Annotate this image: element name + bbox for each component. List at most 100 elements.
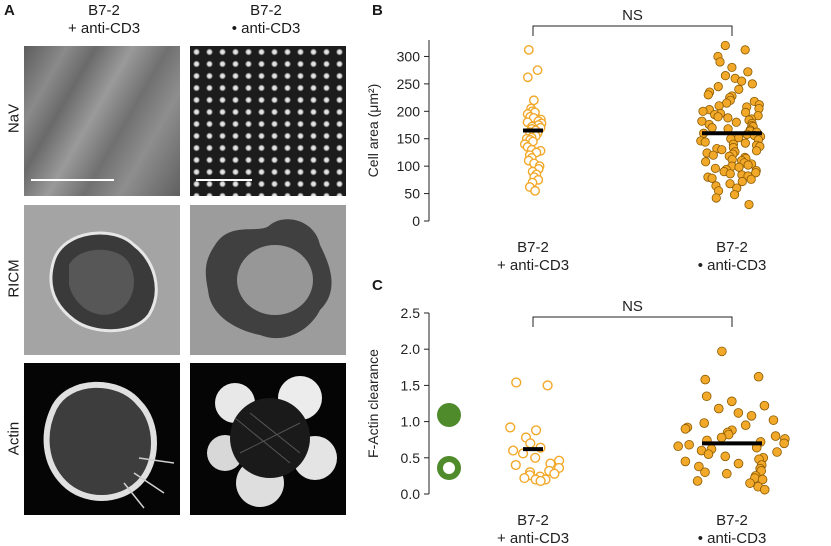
significance-label: NS xyxy=(622,298,643,315)
y-axis-label: F-Actin clearance xyxy=(365,349,381,458)
data-point xyxy=(740,138,750,148)
row-label-actin: Actin xyxy=(5,421,23,456)
y-tick-label: 150 xyxy=(397,131,421,147)
nav-micrograph-ab-plus xyxy=(24,46,180,196)
scale-bar xyxy=(196,179,252,181)
data-point xyxy=(684,439,694,450)
data-point xyxy=(737,76,747,86)
filled-marker-legend-icon xyxy=(437,403,461,427)
data-point xyxy=(680,424,691,434)
panel-a-letter: A xyxy=(4,2,15,19)
data-point xyxy=(700,374,711,385)
data-point xyxy=(720,451,731,462)
data-point xyxy=(713,82,723,92)
x-category-label: + anti-CD3 xyxy=(497,530,569,546)
data-point xyxy=(757,474,768,485)
data-point xyxy=(753,371,764,382)
data-point xyxy=(692,476,703,486)
column-header-line: • anti-CD3 xyxy=(231,20,301,37)
column-header-line: + anti-CD3 xyxy=(67,20,141,37)
y-tick-label: 0 xyxy=(412,213,420,229)
chart-c: 0.0 0.5 1.0 1.5 2.0 2.5 F-Actin clearance NS B7-… xyxy=(365,298,790,546)
data-point xyxy=(713,112,723,122)
significance-bracket xyxy=(532,25,733,36)
data-point xyxy=(737,176,747,187)
data-point xyxy=(720,40,730,51)
significance-label: NS xyxy=(622,7,643,24)
data-point xyxy=(701,391,712,402)
data-point xyxy=(699,418,710,428)
data-point xyxy=(714,101,724,111)
data-point xyxy=(743,160,753,170)
actin-micrograph-ab-dot xyxy=(190,363,346,515)
data-point xyxy=(522,72,533,83)
data-point xyxy=(694,461,704,472)
data-point xyxy=(734,84,744,94)
data-point xyxy=(530,452,541,463)
x-category-label: + anti-CD3 xyxy=(497,257,569,272)
x-category-label: B7-2 xyxy=(716,239,748,256)
data-point xyxy=(746,411,757,421)
data-point xyxy=(532,65,543,76)
data-point xyxy=(716,432,727,443)
data-point xyxy=(673,441,683,452)
data-point xyxy=(508,445,519,456)
actin-cell-shape xyxy=(43,381,175,509)
data-point xyxy=(744,199,754,210)
data-point xyxy=(519,472,530,484)
data-point xyxy=(727,396,737,407)
data-point xyxy=(729,190,740,200)
ricm-micrograph-ab-dot xyxy=(190,205,346,355)
data-point xyxy=(725,169,735,179)
data-point xyxy=(700,467,710,478)
data-point xyxy=(759,400,770,411)
data-point xyxy=(510,459,521,471)
data-point xyxy=(530,425,542,436)
panel-b-letter: B xyxy=(372,2,383,19)
data-point xyxy=(779,438,789,449)
ricm-micrograph-ab-plus xyxy=(24,205,180,355)
data-point xyxy=(703,90,713,100)
x-category-label: • anti-CD3 xyxy=(698,530,767,546)
actin-cell-shape xyxy=(207,376,337,507)
panel-a-column-header-2: B7-2 • anti-CD3 xyxy=(186,2,346,38)
data-point xyxy=(720,71,731,81)
row-label-nav: NaV xyxy=(5,103,23,134)
data-point xyxy=(734,162,744,172)
data-point xyxy=(768,415,779,425)
data-point xyxy=(511,377,522,388)
ricm-cell-shape xyxy=(205,219,332,339)
significance-bracket xyxy=(532,316,733,327)
ricm-cell-shape xyxy=(49,231,158,333)
y-tick-label: 1.0 xyxy=(401,414,421,430)
data-point xyxy=(717,346,727,357)
data-point xyxy=(770,431,781,441)
panel-a-column-header-1: B7-2 + anti-CD3 xyxy=(24,2,184,38)
data-point xyxy=(713,403,724,414)
data-point xyxy=(743,67,753,77)
x-category-label: B7-2 xyxy=(517,239,549,256)
data-point xyxy=(740,107,751,118)
data-point xyxy=(698,106,708,116)
nav-micrograph-ab-dot xyxy=(190,46,346,196)
y-tick-label: 100 xyxy=(397,158,421,174)
data-point xyxy=(542,380,553,391)
x-category-label: B7-2 xyxy=(716,512,748,529)
data-point xyxy=(731,117,741,127)
data-point xyxy=(733,458,744,469)
column-header-line: B7-2 xyxy=(250,2,282,19)
data-point xyxy=(505,422,516,433)
data-point xyxy=(708,150,718,160)
data-point xyxy=(528,95,539,106)
y-tick-label: 2.0 xyxy=(401,341,421,357)
data-point xyxy=(772,447,782,457)
data-point xyxy=(523,44,534,55)
data-point xyxy=(740,45,750,55)
data-point xyxy=(701,157,711,167)
data-point xyxy=(747,79,757,89)
y-tick-label: 50 xyxy=(404,186,420,202)
y-tick-label: 300 xyxy=(397,48,421,64)
data-point xyxy=(759,484,770,495)
x-category-label: • anti-CD3 xyxy=(698,257,767,272)
